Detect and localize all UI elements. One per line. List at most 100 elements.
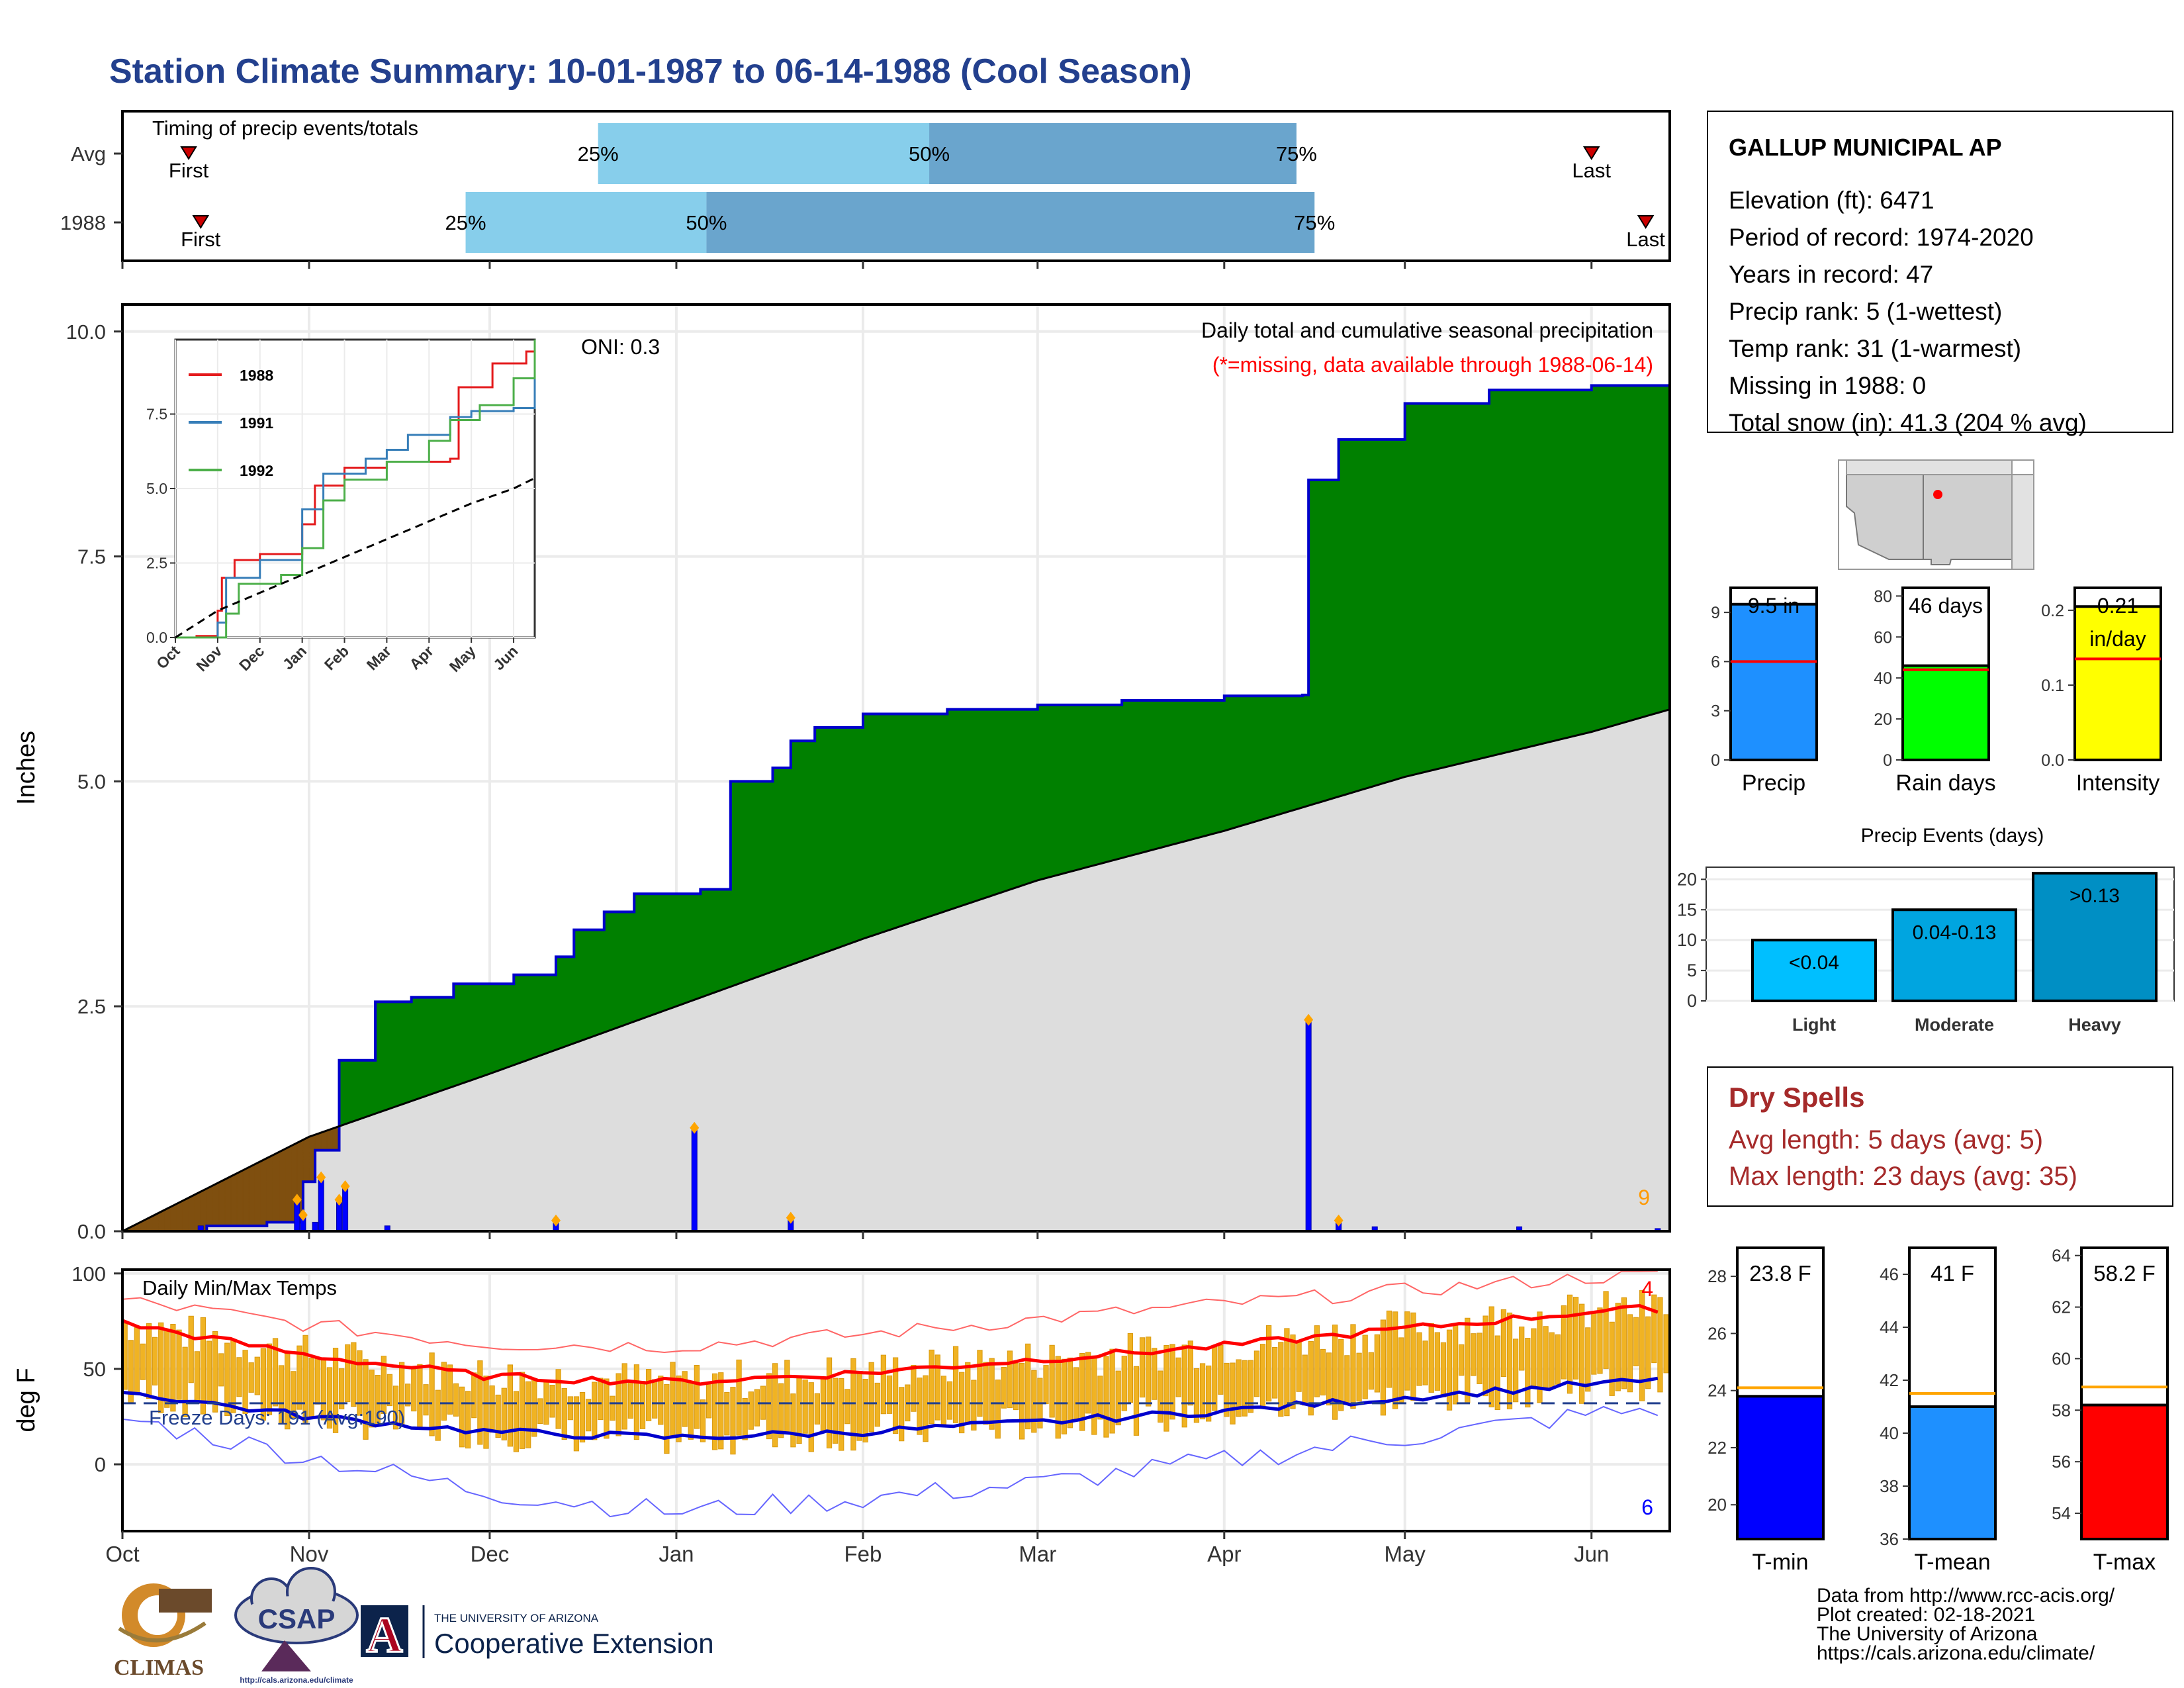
precip-ytick-label: 10.0 [66,320,106,344]
daily-precip-marker [340,1180,350,1193]
avg-min-line [122,1376,1659,1440]
events-bar-label: Light [1792,1015,1836,1035]
precip-ytick-label: 7.5 [77,545,106,569]
station-info-line: Period of record: 1974-2020 [1729,224,2034,251]
temp-bar-tick-label: 44 [1880,1317,1899,1337]
map-new-mexico [1923,474,2013,565]
temp-bar-label: T-mean [1914,1550,1990,1575]
avg-cumulative-line [122,708,1670,1233]
timing-bar-q25-q50 [598,123,930,184]
footer-credits: Data from http://www.rcc-acis.org/ Plot … [1817,1585,2115,1664]
timing-panel: Timing of precip events/totals Avg 25% 50%… [60,110,1671,269]
month-label: Feb [844,1542,882,1566]
daily-precip-bar [318,1176,324,1232]
timing-label-50: 50% [686,211,727,234]
timing-bar-q25-q50 [465,192,707,253]
temp-bar-label: T-max [2093,1550,2156,1575]
summary-bar-tick-label: 80 [1874,587,1892,606]
timing-row-label: 1988 [60,211,106,234]
temp-bar-value: 23.8 F [1749,1261,1811,1286]
first-event-label: First [181,228,221,251]
summary-bar-label: Rain days [1895,771,1995,796]
timing-label-50: 50% [909,142,950,165]
summary-bar-value: 46 days [1909,594,1983,618]
inset-series-1988 [175,340,536,639]
temp-bar-value: 58.2 F [2093,1261,2156,1286]
ua-small-text: THE UNIVERSITY OF ARIZONA [434,1612,599,1624]
events-bar-label: Moderate [1915,1015,1994,1035]
month-label: Oct [105,1542,139,1566]
temp-bar-tick-label: 58 [2052,1400,2071,1420]
timing-row-label: Avg [71,142,106,165]
events-tick-label: 10 [1677,930,1697,950]
dry-spells-avg: Avg length: 5 days (avg: 5) [1729,1125,2043,1154]
locator-map [1838,459,2034,570]
dry-spells-max: Max length: 23 days (avg: 35) [1729,1162,2077,1191]
map-texas [2011,474,2034,570]
temp-bar-tick-label: 24 [1707,1381,1727,1401]
map-utah-colorado [1846,459,2013,475]
summary-bar-tick-label: 6 [1711,653,1720,671]
daily-precip-marker [551,1214,561,1227]
inset-legend-label: 1991 [240,414,273,432]
daily-precip-marker [1334,1214,1343,1227]
events-tick-label: 0 [1687,991,1697,1011]
station-name: GALLUP MUNICIPAL AP [1729,134,2002,161]
temp-bar-tick-label: 60 [2052,1348,2071,1368]
summary-bar-tick-label: 40 [1874,669,1892,688]
events-tick-label: 15 [1677,900,1697,919]
timing-label-75: 75% [1294,211,1335,234]
csap-logo: CSAP http://cals.arizona.edu/climate [234,1567,359,1685]
daily-precip-bar [1305,1019,1312,1232]
temp-title: Daily Min/Max Temps [142,1276,337,1299]
temp-bar-tick-label: 20 [1707,1495,1727,1515]
temp-bar-tick-label: 42 [1880,1370,1899,1390]
daily-precip-marker [786,1211,796,1224]
events-bar-light [1751,939,1877,1002]
temp-bar-tick-label: 22 [1707,1438,1727,1458]
month-label: Jan [659,1542,694,1566]
summary-bar-tick-label: 0.2 [2041,602,2064,620]
first-event-marker [192,215,210,229]
station-info-line: Elevation (ft): 6471 [1729,187,1934,214]
footer-line-2: Plot created: 02-18-2021 [1817,1604,2035,1626]
inset-series-1992 [175,340,536,639]
temp-bar-tick-label: 46 [1880,1264,1899,1284]
climas-wordmark: CLIMAS [114,1656,204,1680]
events-tick-label: 5 [1687,961,1697,980]
timing-bar-q50-q75 [706,192,1315,253]
climas-logo: CLIMAS [114,1583,212,1680]
timing-bar-q50-q75 [929,123,1297,184]
inset-avg-line [175,477,535,639]
precip-ytick-label: 5.0 [77,770,106,793]
summary-bar-precip [1729,602,1818,761]
events-bar-range: 0.04-0.13 [1913,921,1997,943]
temp-bar-tick-label: 62 [2052,1297,2071,1317]
temp-bar-t-min [1736,1395,1825,1540]
last-event-label: Last [1626,228,1665,251]
inset-ytick-label: 2.5 [146,555,167,572]
record-min-line [122,1405,1659,1518]
station-info-line: Precip rank: 5 (1-wettest) [1729,298,2002,325]
summary-bar-intensity [2073,605,2162,761]
footer-line-1: Data from http://www.rcc-acis.org/ [1817,1585,2115,1607]
month-label: Mar [1019,1542,1056,1566]
summary-bar-label: Intensity [2076,771,2160,796]
events-bar-heavy [2032,872,2158,1002]
daily-temp-range-bars [122,1289,1669,1455]
csap-cloud-fill [240,1596,353,1641]
last-event-marker [1582,146,1600,160]
temp-bar-tick-label: 36 [1880,1529,1899,1549]
station-info-line: Missing in 1988: 0 [1729,372,1926,399]
summary-bar-tick-label: 0 [1883,751,1892,770]
timing-title: Timing of precip events/totals [152,117,418,140]
summary-bar-value: 9.5 in [1748,594,1799,618]
precip-frame [121,303,1671,1233]
month-label: Jun [1574,1542,1609,1566]
temp-ytick-label: 100 [71,1262,106,1286]
daily-precip-bar [312,1221,318,1232]
precip-corner-count: 9 [1638,1186,1650,1209]
temp-bar-tick-label: 26 [1707,1323,1727,1343]
temp-bar-label: T-min [1752,1550,1809,1575]
